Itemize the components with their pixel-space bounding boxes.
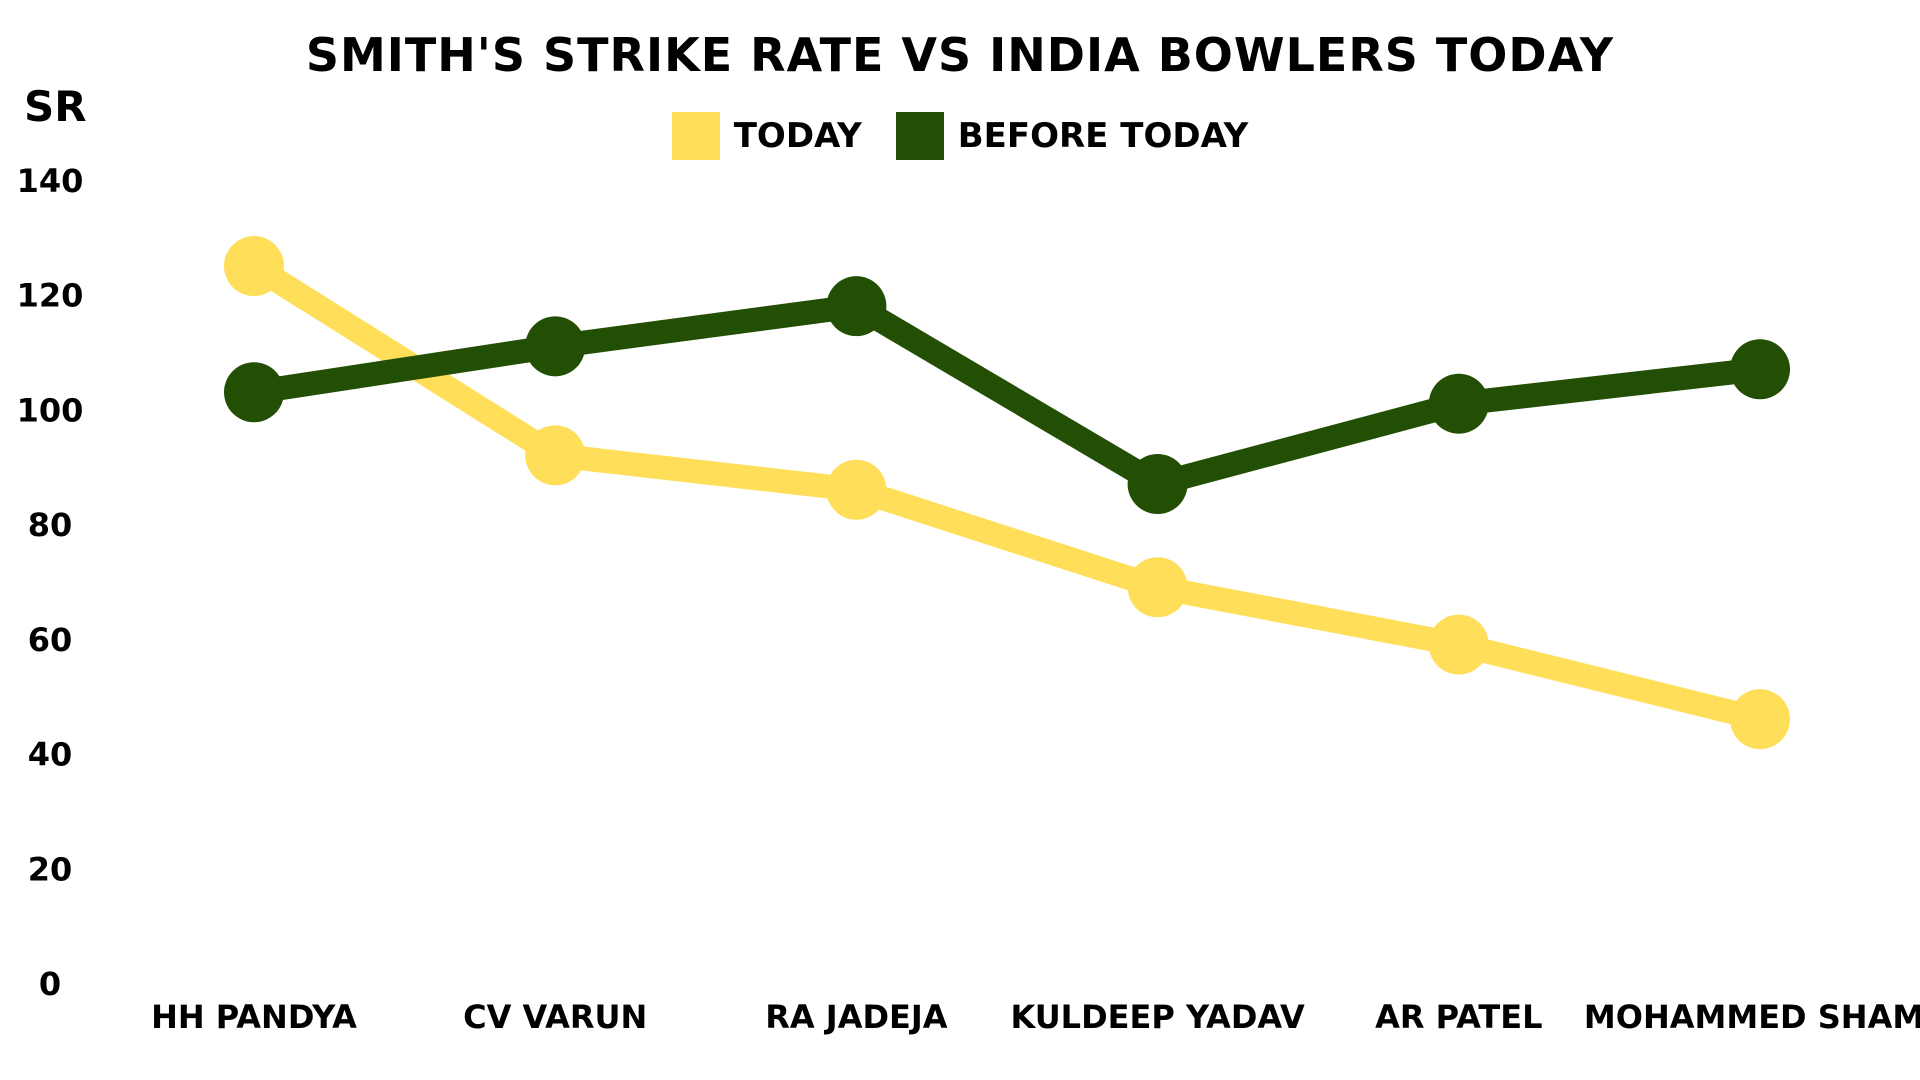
y-tick-label-20: 20 xyxy=(28,850,73,888)
legend-swatch-before-today xyxy=(895,112,944,160)
y-tick-label-100: 100 xyxy=(17,391,84,429)
data-point-before-today-mohammed-shami xyxy=(1730,339,1790,400)
chart-title: SMITH'S STRIKE RATE VS INDIA BOWLERS TOD… xyxy=(305,28,1615,82)
legend-label-today: TODAY xyxy=(733,116,862,156)
legend-swatch-today xyxy=(671,112,720,160)
data-point-today-kuldeep-yadav xyxy=(1127,557,1188,618)
y-tick-label-60: 60 xyxy=(28,621,73,659)
data-point-today-cv-varun xyxy=(525,425,586,486)
data-point-today-ar-patel xyxy=(1428,614,1489,675)
data-point-before-today-hh-pandya xyxy=(224,362,284,423)
y-tick-label-40: 40 xyxy=(28,736,73,774)
data-point-today-mohammed-shami xyxy=(1730,689,1790,750)
y-axis-label: SR xyxy=(24,82,87,131)
x-tick-label-kuldeep-yadav: KULDEEP YADAV xyxy=(1010,998,1305,1036)
data-point-before-today-cv-varun xyxy=(525,316,586,377)
x-tick-label-ar-patel: AR PATEL xyxy=(1375,998,1542,1036)
x-tick-label-cv-varun: CV VARUN xyxy=(463,998,647,1036)
data-point-today-hh-pandya xyxy=(224,236,284,297)
legend-item-before-today: BEFORE TODAY xyxy=(895,112,1249,160)
data-point-before-today-kuldeep-yadav xyxy=(1127,453,1188,514)
data-point-before-today-ar-patel xyxy=(1428,373,1489,434)
series-line-today xyxy=(242,254,1772,732)
y-tick-label-120: 120 xyxy=(17,277,84,315)
data-point-today-ra-jadeja xyxy=(826,459,887,520)
y-tick-label-0: 0 xyxy=(39,965,61,1003)
legend-item-today: TODAY xyxy=(671,112,862,160)
y-tick-label-140: 140 xyxy=(17,162,84,200)
x-tick-label-mohammed-shami: MOHAMMED SHAMI xyxy=(1584,998,1920,1036)
data-point-before-today-ra-jadeja xyxy=(826,276,887,337)
legend-label-before-today: BEFORE TODAY xyxy=(957,116,1249,156)
x-tick-label-ra-jadeja: RA JADEJA xyxy=(765,998,948,1036)
legend: TODAY BEFORE TODAY xyxy=(0,112,1920,160)
y-tick-label-80: 80 xyxy=(28,506,73,544)
x-tick-label-hh-pandya: HH PANDYA xyxy=(151,998,357,1036)
series-line-before-today xyxy=(242,294,1772,496)
